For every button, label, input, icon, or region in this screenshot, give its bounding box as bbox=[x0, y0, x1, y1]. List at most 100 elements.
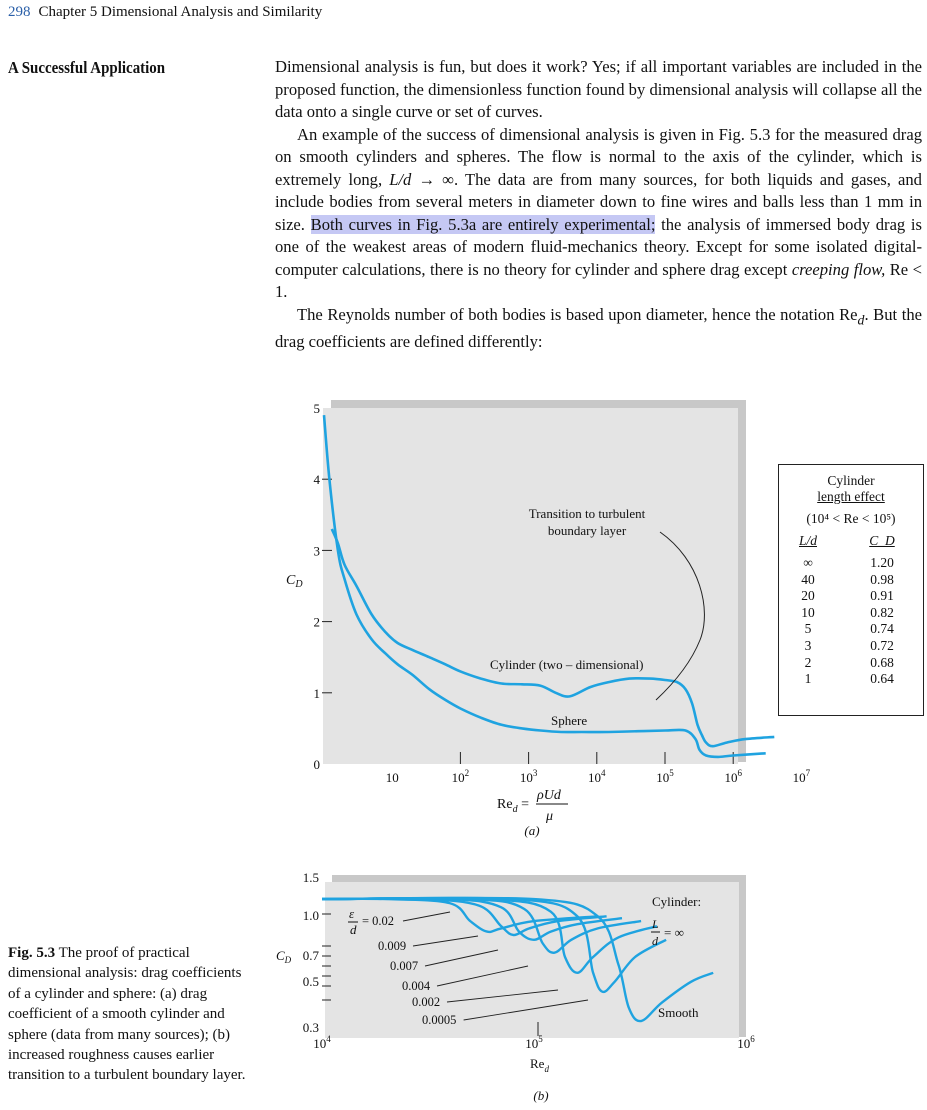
x-tick-label: 106 bbox=[737, 1034, 755, 1051]
x-tick-label: 103 bbox=[520, 768, 538, 785]
x-tick-label: 10 bbox=[386, 770, 399, 785]
cylinder-series-label: Cylinder (two – dimensional) bbox=[490, 657, 643, 672]
cylinder-curve bbox=[330, 528, 775, 748]
leader-line bbox=[424, 949, 499, 967]
leader-line bbox=[402, 911, 451, 922]
table-row: 2 0.68 bbox=[779, 655, 923, 672]
leader-line bbox=[436, 965, 529, 987]
table-row: 20 0.91 bbox=[779, 588, 923, 605]
panel-b-background bbox=[325, 882, 739, 1038]
transition-annotation-line-2: boundary layer bbox=[548, 523, 627, 538]
x-label-denominator: μ bbox=[545, 809, 553, 824]
y-tick-label: 4 bbox=[314, 472, 321, 487]
y-tick-label: 1.5 bbox=[303, 870, 319, 885]
p2-text-a: An example of the success of dimensional… bbox=[275, 124, 922, 189]
cylinder-annotation: Cylinder: bbox=[652, 894, 701, 909]
table-cell-ld: ∞ bbox=[803, 555, 813, 570]
leader-line bbox=[412, 935, 479, 947]
table-cell-ld: 40 bbox=[801, 571, 815, 587]
chapter-title: Chapter 5 Dimensional Analysis and Simil… bbox=[38, 4, 323, 20]
table-row: ∞ 1.20 bbox=[779, 555, 923, 572]
table-cell-cd: 0.91 bbox=[870, 588, 894, 604]
table-cell-cd: 0.68 bbox=[870, 654, 894, 670]
y-axis-label: CD bbox=[286, 573, 303, 590]
table-header: L/d C_D bbox=[779, 533, 923, 549]
x-tick-label: 102 bbox=[452, 768, 470, 785]
paragraph-2: An example of the success of dimensional… bbox=[275, 124, 922, 304]
table-cell-ld: 5 bbox=[804, 621, 812, 637]
table-row: 1 0.64 bbox=[779, 671, 923, 688]
table-rows: ∞ 1.20 40 0.98 20 0.91 10 0.82 5 0.74 3 0.72 2 0.68 1 0… bbox=[779, 555, 923, 688]
section-title: A Successful Application bbox=[8, 58, 166, 77]
ld-numerator: L bbox=[651, 917, 659, 931]
y-tick-label: 0.7 bbox=[303, 948, 320, 963]
p3-text-a: The Reynolds number of both bodies is ba… bbox=[297, 304, 858, 324]
table-row: 3 0.72 bbox=[779, 638, 923, 655]
caption-label: Fig. 5.3 bbox=[8, 945, 56, 961]
paragraph-1: Dimensional analysis is fun, but does it… bbox=[275, 57, 922, 121]
series-label: 0.004 bbox=[402, 979, 431, 993]
caption-text: The proof of practical dimensional analy… bbox=[8, 945, 246, 1084]
table-reynolds-range: (10⁴ < Re < 10⁵) bbox=[806, 511, 896, 526]
smooth-series-label: Smooth bbox=[658, 1005, 699, 1020]
table-cell-ld: 3 bbox=[804, 637, 812, 653]
table-col-cd: C_D bbox=[869, 533, 895, 548]
p2-text-b: → ∞. The data are from many sources, for… bbox=[275, 169, 922, 234]
x-tick-label: 105 bbox=[656, 768, 674, 785]
epsilon-d-denominator: d bbox=[350, 922, 357, 937]
x-tick-label: 104 bbox=[588, 768, 606, 785]
table-cell-cd: 0.82 bbox=[870, 604, 894, 620]
x-tick-label: 104 bbox=[313, 1034, 331, 1051]
table-cell-cd: 0.74 bbox=[870, 621, 894, 637]
y-tick-label: 0.3 bbox=[303, 1020, 319, 1035]
series-label: 0.0005 bbox=[422, 1013, 456, 1027]
y-tick-label: 0.5 bbox=[303, 974, 319, 989]
series-label: 0.009 bbox=[378, 939, 406, 953]
leader-line bbox=[463, 999, 589, 1021]
y-tick-label: 1.0 bbox=[303, 908, 319, 923]
figure-caption: Fig. 5.3 The proof of practical dimensio… bbox=[8, 943, 248, 1086]
table-cell-ld: 20 bbox=[801, 588, 815, 604]
sphere-curve bbox=[322, 414, 766, 759]
table-title-line-2: length effect bbox=[817, 489, 885, 504]
transition-annotation-line-1: Transition to turbulent bbox=[529, 506, 646, 521]
sphere-series-label: Sphere bbox=[551, 713, 587, 728]
y-tick-label: 2 bbox=[314, 615, 321, 630]
body-text: Dimensional analysis is fun, but does it… bbox=[275, 56, 922, 354]
series-label: = 0.02 bbox=[362, 914, 394, 928]
series-label: 0.007 bbox=[390, 959, 418, 973]
table-cell-ld: 1 bbox=[804, 671, 812, 687]
table-title: Cylinder length effect bbox=[779, 473, 923, 505]
panel-a-label: (a) bbox=[524, 823, 539, 838]
ld-value: = ∞ bbox=[664, 925, 684, 940]
highlighted-sentence[interactable]: Both curves in Fig. 5.3a are entirely ex… bbox=[310, 214, 656, 234]
table-cell-ld: 2 bbox=[804, 654, 812, 670]
panel-b-label: (b) bbox=[533, 1088, 548, 1103]
running-head: 298 Chapter 5 Dimensional Analysis and Si… bbox=[8, 4, 322, 21]
table-cell-cd: 1.20 bbox=[870, 555, 894, 570]
p2-text-d: Re < 1. bbox=[275, 259, 923, 302]
x-tick-label: 107 bbox=[793, 768, 811, 785]
y-tick-label: 0 bbox=[314, 757, 321, 772]
y-tick-label: 5 bbox=[314, 401, 321, 416]
p2-ld: L/d bbox=[389, 169, 412, 189]
p3-text-b: . But the drag coefficients are defined … bbox=[275, 304, 922, 352]
epsilon-over-d-label: ε bbox=[349, 906, 355, 921]
series-label: 0.002 bbox=[412, 995, 440, 1009]
table-col-ld: L/d bbox=[798, 533, 817, 548]
y-tick-label: 3 bbox=[314, 543, 321, 558]
x-label-numerator: ρUd bbox=[536, 788, 562, 803]
x-tick-label: 106 bbox=[724, 768, 742, 785]
table-title-line-1: Cylinder bbox=[827, 473, 875, 488]
x-axis-label: Red bbox=[530, 1056, 549, 1074]
table-row: 40 0.98 bbox=[779, 572, 923, 589]
transition-leader-line bbox=[655, 531, 705, 701]
x-tick-label: 105 bbox=[525, 1034, 543, 1051]
leader-line bbox=[446, 989, 559, 1003]
cylinder-length-table: Cylinder length effect (10⁴ < Re < 10⁵) … bbox=[778, 464, 924, 716]
paragraph-3: The Reynolds number of both bodies is ba… bbox=[275, 304, 922, 354]
table-cell-ld: 10 bbox=[801, 604, 815, 620]
